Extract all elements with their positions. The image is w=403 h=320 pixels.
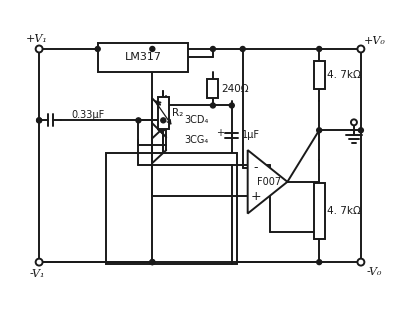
Text: -V₁: -V₁ bbox=[29, 269, 45, 279]
Circle shape bbox=[317, 46, 322, 52]
Circle shape bbox=[161, 118, 166, 123]
Circle shape bbox=[150, 260, 155, 265]
Circle shape bbox=[37, 118, 42, 123]
Text: F007: F007 bbox=[258, 177, 282, 187]
Bar bbox=[208, 79, 218, 98]
Circle shape bbox=[317, 260, 322, 265]
Circle shape bbox=[357, 259, 364, 266]
Bar bbox=[314, 60, 325, 89]
Bar bbox=[158, 97, 169, 129]
Text: 1μF: 1μF bbox=[242, 130, 260, 140]
Text: +V₀: +V₀ bbox=[364, 36, 386, 46]
Circle shape bbox=[37, 118, 42, 123]
Circle shape bbox=[150, 46, 155, 52]
Text: -V₀: -V₀ bbox=[367, 267, 382, 277]
Text: LM317: LM317 bbox=[125, 52, 162, 62]
Text: 3CD₄: 3CD₄ bbox=[184, 115, 208, 125]
Text: 4. 7kΩ: 4. 7kΩ bbox=[327, 206, 361, 216]
Bar bbox=[98, 43, 188, 72]
Circle shape bbox=[150, 260, 155, 265]
Text: +: + bbox=[216, 128, 224, 138]
Circle shape bbox=[95, 46, 100, 52]
Circle shape bbox=[35, 259, 43, 266]
Text: 4. 7kΩ: 4. 7kΩ bbox=[327, 70, 361, 80]
Text: R₂: R₂ bbox=[172, 108, 183, 118]
Circle shape bbox=[358, 128, 364, 133]
Text: 0.33μF: 0.33μF bbox=[71, 110, 104, 120]
Circle shape bbox=[240, 46, 245, 52]
Polygon shape bbox=[248, 150, 287, 213]
Circle shape bbox=[351, 119, 357, 125]
Text: -: - bbox=[253, 161, 258, 174]
Circle shape bbox=[35, 45, 43, 52]
Circle shape bbox=[229, 103, 234, 108]
Circle shape bbox=[357, 45, 364, 52]
Text: 240Ω: 240Ω bbox=[221, 84, 249, 94]
Text: +: + bbox=[250, 189, 261, 203]
Circle shape bbox=[317, 128, 322, 133]
Circle shape bbox=[210, 103, 216, 108]
Circle shape bbox=[136, 118, 141, 123]
Bar bbox=[314, 183, 325, 239]
Bar bbox=[106, 153, 237, 264]
Text: +V₁: +V₁ bbox=[26, 34, 48, 44]
Text: 3CG₄: 3CG₄ bbox=[184, 135, 208, 145]
Circle shape bbox=[210, 46, 216, 52]
